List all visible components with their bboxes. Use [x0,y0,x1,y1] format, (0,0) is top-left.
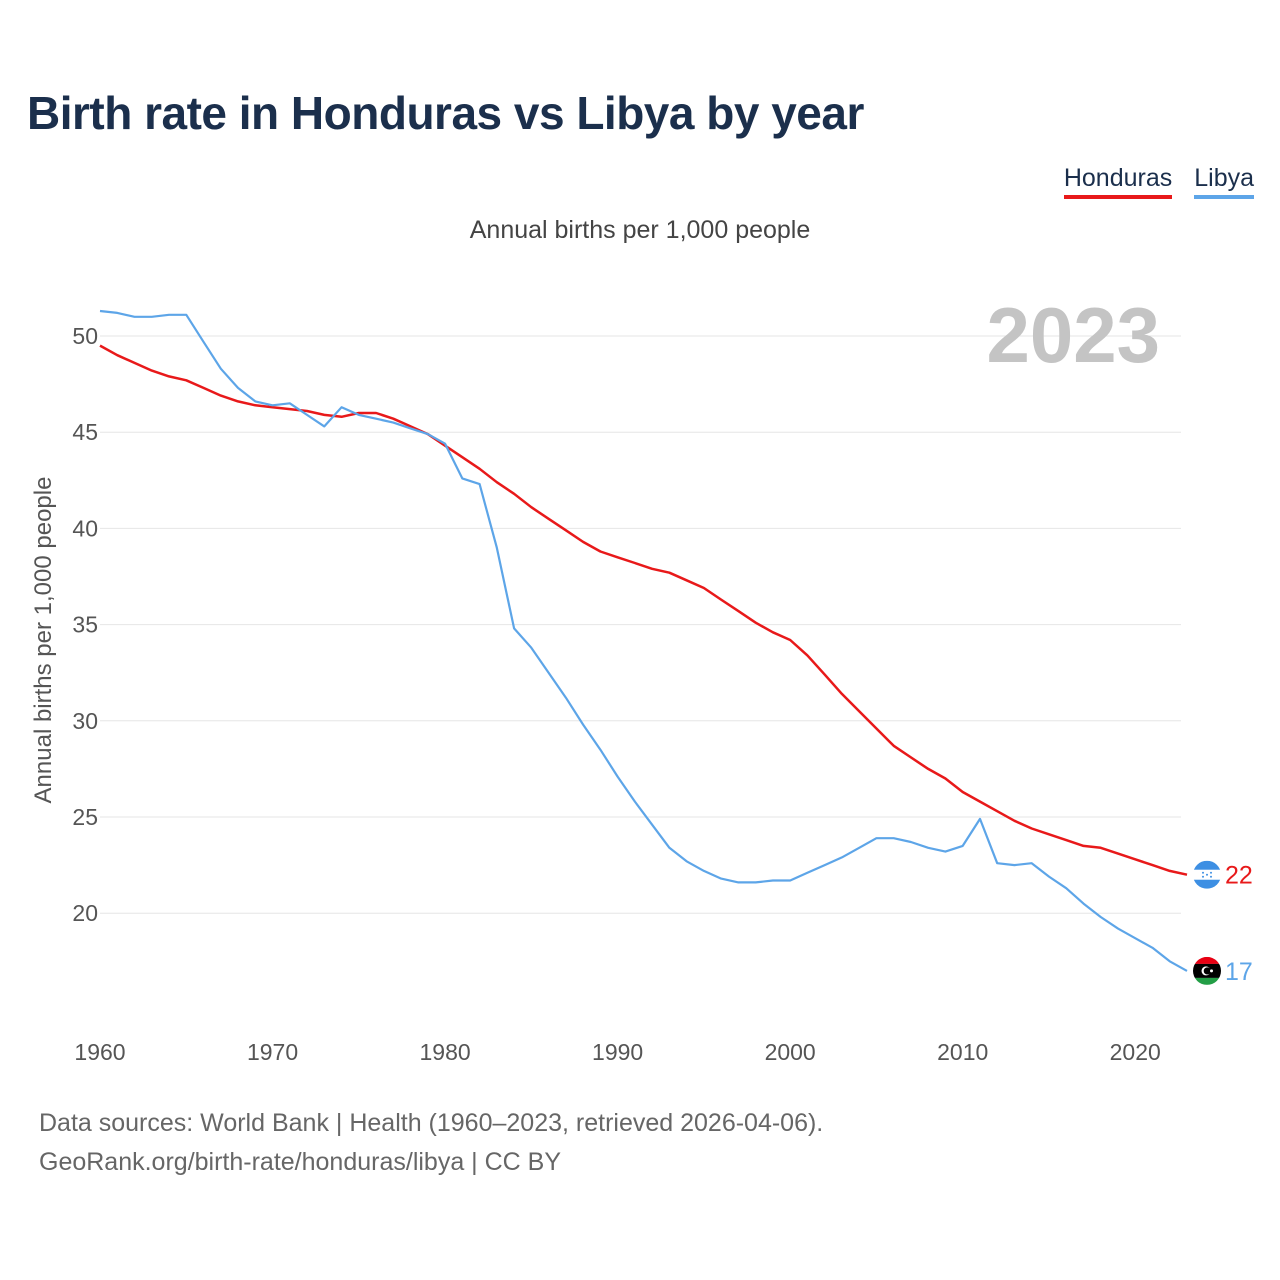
line-chart: 20 25 30 35 40 45 50 1960 1970 1980 1990 2000 2010 2… [30,291,1253,1065]
y-tick-label: 50 [72,323,98,349]
x-tick-label: 2020 [1110,1039,1161,1065]
honduras-end-value: 22 [1225,862,1253,890]
gridlines [100,335,1181,914]
y-tick-label: 40 [72,515,98,541]
x-tick-label: 1990 [592,1039,643,1065]
x-tick-label: 1980 [419,1039,470,1065]
y-tick-label: 30 [72,708,98,734]
legend-item-honduras[interactable]: Honduras [1063,164,1173,199]
x-tick-label: 1960 [74,1039,125,1065]
y-tick-label: 45 [72,419,98,445]
legend: Honduras Libya [1063,164,1254,199]
footer: Data sources: World Bank | Health (1960–… [39,1104,823,1182]
legend-item-libya[interactable]: Libya [1194,164,1254,199]
x-ticks: 1960 1970 1980 1990 2000 2010 2020 [74,1039,1160,1065]
series-lines [99,309,1188,972]
y-axis-label: Annual births per 1,000 people [30,477,57,804]
series-line-libya [99,309,1188,972]
honduras-flag-icon [1193,860,1221,889]
series-line-honduras [99,344,1188,876]
libya-flag-icon [1193,956,1221,985]
year-watermark: 2023 [986,291,1160,379]
chart-title: Birth rate in Honduras vs Libya by year [27,87,864,139]
y-ticks: 20 25 30 35 40 45 50 [72,323,98,926]
footer-sources: Data sources: World Bank | Health (1960–… [39,1109,824,1137]
y-tick-label: 35 [72,612,98,638]
libya-end-value: 17 [1225,958,1253,986]
chart-subtitle: Annual births per 1,000 people [469,216,811,244]
y-tick-label: 25 [72,804,98,830]
footer-link[interactable]: GeoRank.org/birth-rate/honduras/libya | … [39,1148,562,1176]
x-tick-label: 1970 [247,1039,298,1065]
x-tick-label: 2000 [765,1039,816,1065]
y-tick-label: 20 [72,900,98,926]
x-tick-label: 2010 [937,1039,988,1065]
